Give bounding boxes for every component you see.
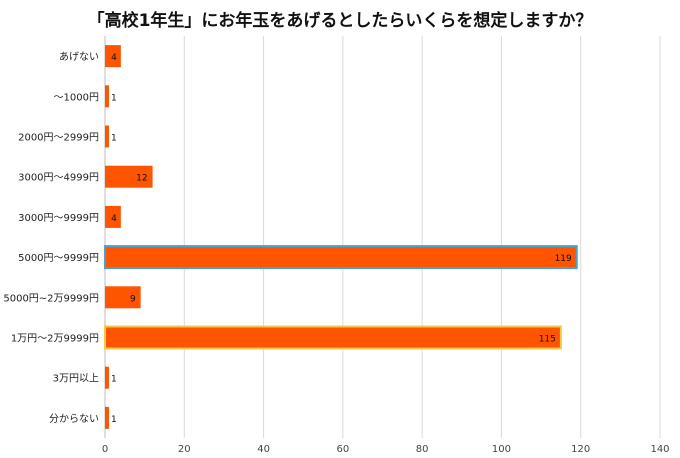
data-label: 115	[539, 335, 556, 345]
bar	[105, 165, 153, 188]
data-label: 1	[111, 415, 117, 425]
x-tick-label: 60	[336, 444, 349, 455]
x-tick-label: 120	[571, 444, 590, 455]
data-label: 4	[111, 53, 117, 63]
category-label: 3000円～9999円	[18, 213, 99, 224]
x-tick-label: 0	[102, 444, 108, 455]
category-label: 分からない	[49, 413, 99, 425]
category-label: 3万円以上	[53, 373, 99, 385]
chart-title: 「高校1年生」にお年玉をあげるとしたらいくらを想定しますか？	[87, 11, 593, 31]
bar	[105, 85, 109, 108]
category-label: 2000円～2999円	[18, 133, 99, 144]
x-tick-label: 80	[416, 444, 429, 455]
category-label: あげない	[59, 51, 99, 63]
x-tick-label: 40	[257, 444, 270, 455]
bar	[105, 125, 109, 148]
x-tick-label: 100	[492, 444, 511, 455]
data-label: 9	[130, 294, 136, 304]
bar	[105, 45, 121, 68]
bar	[105, 366, 109, 389]
category-label: 3000円～4999円	[18, 173, 99, 184]
data-label: 1	[111, 134, 117, 144]
data-label: 1	[111, 93, 117, 103]
bar	[104, 245, 578, 270]
data-label: 1	[111, 375, 117, 385]
data-label: 119	[555, 254, 572, 264]
x-tick-label: 20	[178, 444, 191, 455]
category-label: 5000円~2万9999円	[3, 293, 99, 304]
bar	[105, 205, 121, 228]
data-label: 12	[136, 174, 147, 184]
category-label: 1万円～2万9999円	[11, 334, 99, 345]
bar	[105, 286, 141, 309]
bar	[105, 406, 109, 429]
data-label: 4	[111, 214, 117, 224]
bar	[104, 325, 562, 350]
category-label: ～1000円	[54, 92, 99, 103]
category-label: 5000円～9999円	[18, 253, 99, 264]
x-tick-label: 140	[650, 444, 669, 455]
